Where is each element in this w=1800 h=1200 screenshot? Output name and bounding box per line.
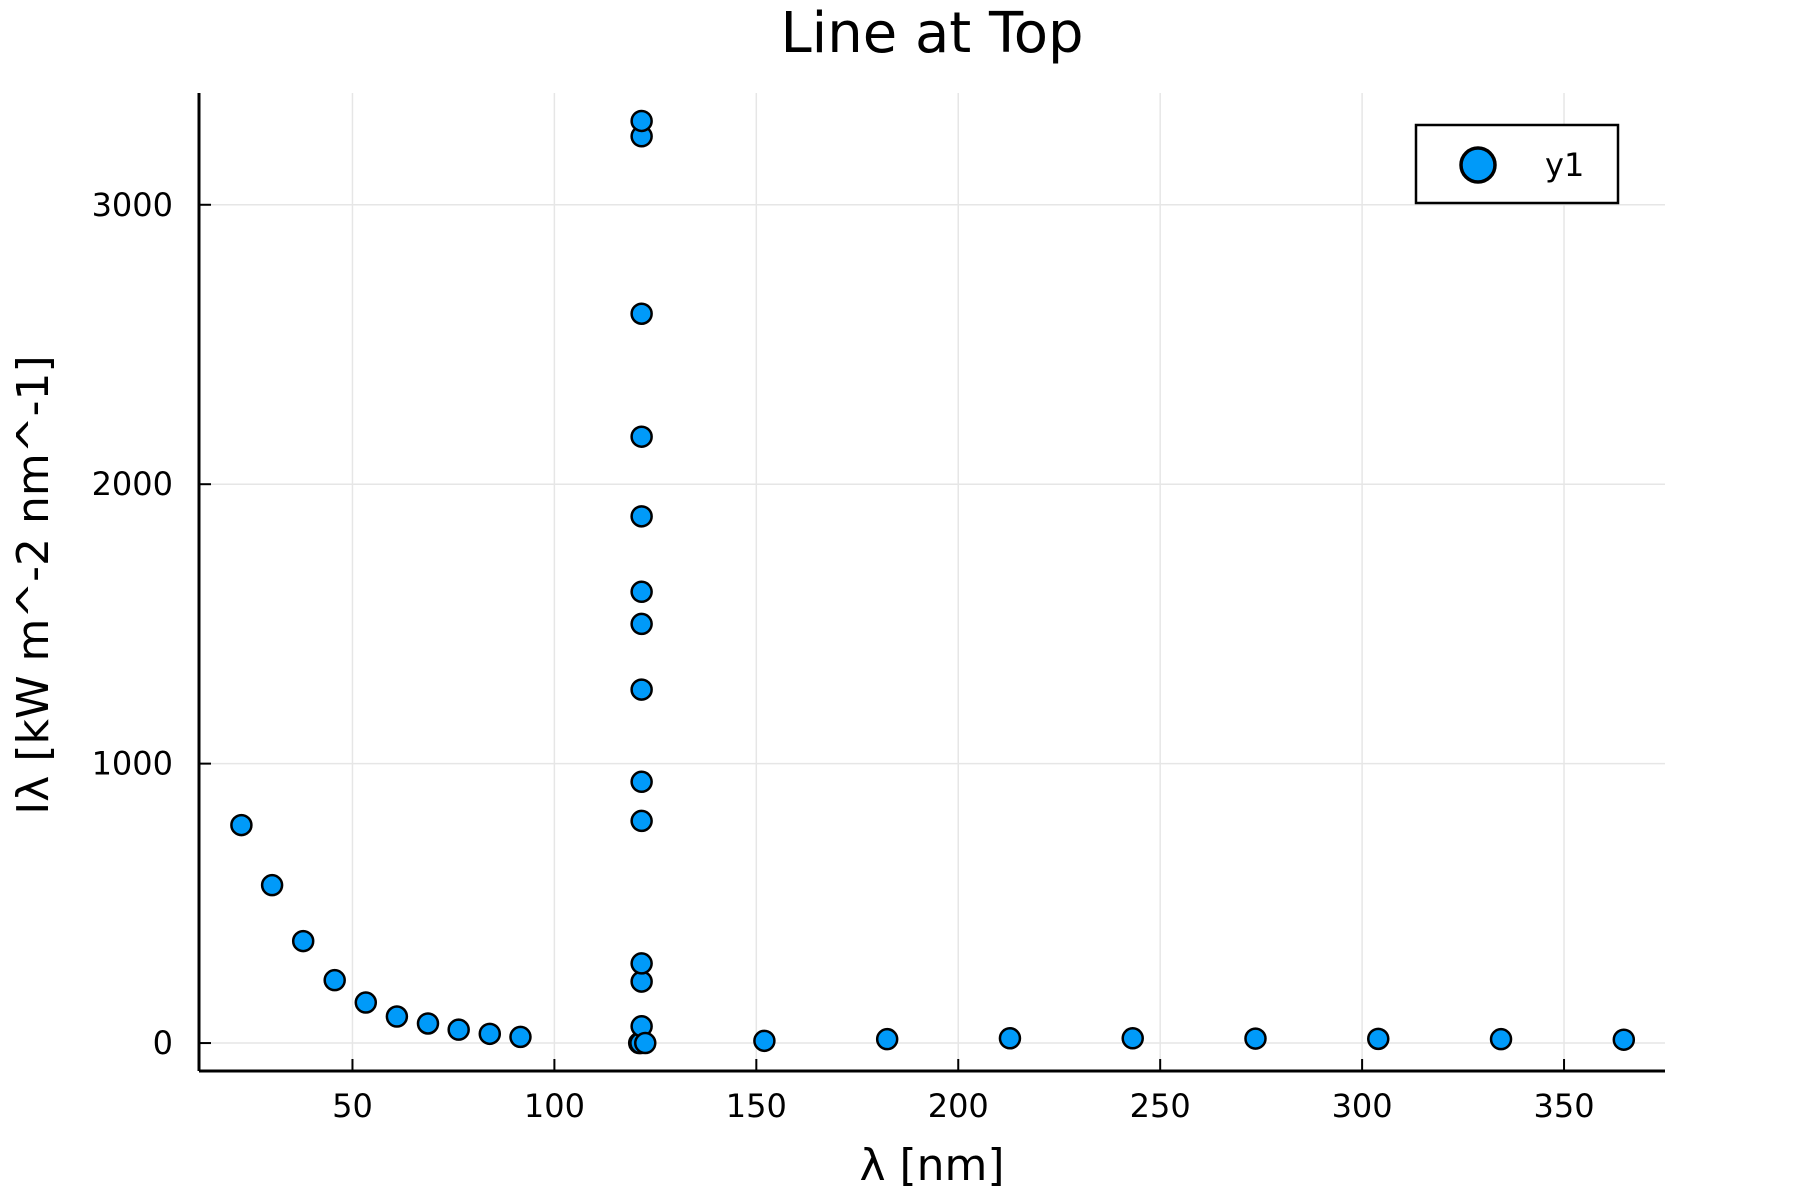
data-point: [630, 678, 653, 701]
data-point: [630, 612, 653, 636]
y-tick-label: 3000: [92, 186, 173, 224]
data-point: [1489, 1027, 1513, 1051]
data-point: [998, 1027, 1022, 1050]
x-tick-label: 150: [726, 1087, 787, 1125]
y-tick-label: 2000: [92, 465, 173, 503]
data-point: [634, 1031, 657, 1055]
data-point: [323, 968, 346, 992]
data-point: [478, 1022, 502, 1046]
data-point: [875, 1027, 899, 1051]
data-point: [630, 952, 653, 975]
chart-title: Line at Top: [780, 1, 1083, 66]
axes: [197, 93, 1665, 1073]
x-ticks: 50 100 150 200 250 300 350: [332, 1059, 1595, 1125]
x-tick-label: 200: [928, 1087, 989, 1125]
data-point: [630, 770, 653, 794]
data-point: [630, 809, 653, 833]
data-point: [260, 873, 284, 897]
x-tick-label: 350: [1533, 1087, 1594, 1125]
data-point: [385, 1005, 409, 1028]
data-point: [416, 1012, 440, 1035]
y-tick-label: 1000: [92, 745, 173, 783]
data-point: [230, 813, 253, 837]
data-point: [753, 1029, 776, 1053]
data-point: [630, 302, 653, 325]
data-point: [509, 1025, 532, 1049]
data-point: [291, 929, 315, 953]
y-tick-label: 0: [153, 1024, 173, 1062]
data-point: [1244, 1027, 1267, 1050]
legend-label: y1: [1545, 146, 1584, 184]
y-axis-label: Iλ [kW m^-2 nm^-1]: [8, 355, 59, 814]
legend-marker: [1459, 146, 1497, 184]
data-point: [630, 425, 653, 448]
data-point: [1367, 1027, 1390, 1051]
x-tick-label: 50: [332, 1087, 373, 1125]
data-point: [630, 109, 653, 133]
x-tick-label: 300: [1332, 1087, 1393, 1125]
data-point: [630, 505, 653, 528]
data-point: [630, 580, 653, 604]
legend-box: [1414, 123, 1620, 205]
data-point: [1612, 1028, 1636, 1051]
x-tick-label: 250: [1130, 1087, 1191, 1125]
x-tick-label: 100: [524, 1087, 585, 1125]
data-points: [230, 109, 1636, 1055]
data-point: [354, 991, 378, 1014]
data-point: [1121, 1027, 1144, 1050]
data-point: [447, 1018, 470, 1041]
y-ticks: 0 1000 2000 3000: [92, 186, 211, 1062]
grid: [199, 93, 1665, 1071]
legend: y1: [1414, 123, 1620, 205]
x-axis-label: λ [nm]: [859, 1140, 1004, 1191]
